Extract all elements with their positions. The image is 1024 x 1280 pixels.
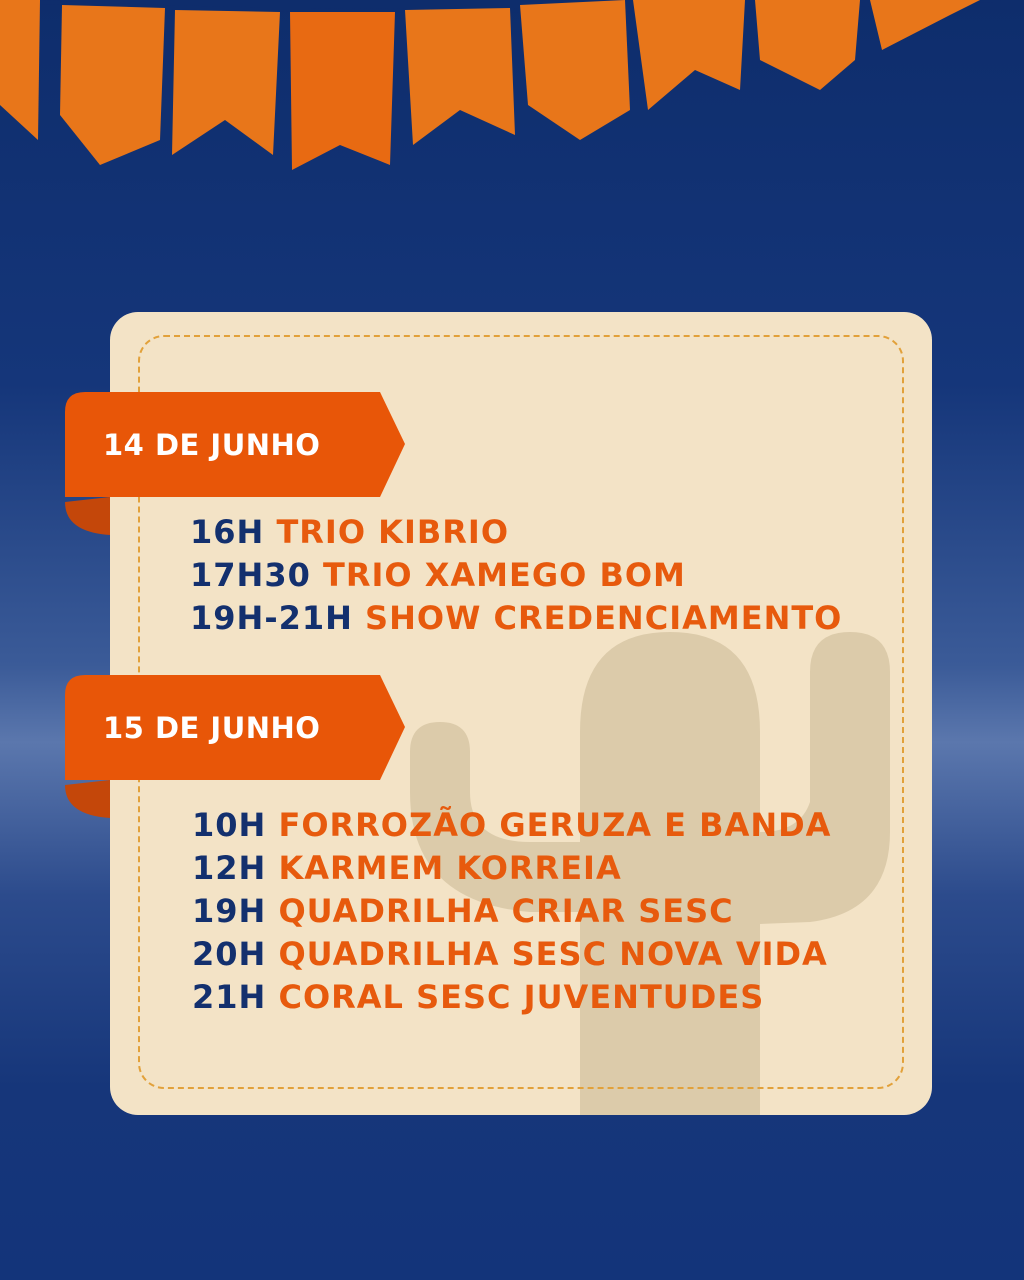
event-time: 12H bbox=[192, 849, 267, 887]
event-act: KARMEM KORREIA bbox=[278, 849, 622, 887]
bunting-flags-decoration bbox=[0, 0, 1001, 170]
schedule-row: 17H30 TRIO XAMEGO BOM bbox=[190, 554, 842, 597]
day-1-schedule: 16H TRIO KIBRIO 17H30 TRIO XAMEGO BOM 19… bbox=[190, 511, 842, 640]
day-2-schedule: 10H FORROZÃO GERUZA E BANDA 12H KARMEM K… bbox=[192, 804, 831, 1019]
event-act: QUADRILHA CRIAR SESC bbox=[278, 892, 734, 930]
schedule-row: 12H KARMEM KORREIA bbox=[192, 847, 831, 890]
day-ribbon-1: 14 DE JUNHO bbox=[65, 392, 410, 537]
day-label: 14 DE JUNHO bbox=[103, 428, 321, 462]
ribbon-shape bbox=[65, 392, 405, 535]
event-time: 20H bbox=[192, 935, 267, 973]
ribbon-shape bbox=[65, 675, 405, 818]
event-act: SHOW CREDENCIAMENTO bbox=[365, 599, 843, 637]
day-label: 15 DE JUNHO bbox=[103, 711, 321, 745]
event-act: QUADRILHA SESC NOVA VIDA bbox=[278, 935, 828, 973]
event-time: 19H bbox=[192, 892, 267, 930]
cactus-illustration bbox=[410, 632, 890, 1115]
schedule-row: 20H QUADRILHA SESC NOVA VIDA bbox=[192, 933, 831, 976]
event-act: TRIO XAMEGO BOM bbox=[322, 556, 686, 594]
event-time: 21H bbox=[192, 978, 267, 1016]
schedule-row: 19H-21H SHOW CREDENCIAMENTO bbox=[190, 597, 842, 640]
schedule-row: 19H QUADRILHA CRIAR SESC bbox=[192, 890, 831, 933]
schedule-row: 21H CORAL SESC JUVENTUDES bbox=[192, 976, 831, 1019]
schedule-row: 10H FORROZÃO GERUZA E BANDA bbox=[192, 804, 831, 847]
day-ribbon-2: 15 DE JUNHO bbox=[65, 675, 410, 820]
schedule-row: 16H TRIO KIBRIO bbox=[190, 511, 842, 554]
event-act: TRIO KIBRIO bbox=[276, 513, 510, 551]
event-time: 17H30 bbox=[190, 556, 311, 594]
event-act: FORROZÃO GERUZA E BANDA bbox=[278, 806, 832, 844]
event-time: 10H bbox=[192, 806, 267, 844]
event-time: 19H-21H bbox=[190, 599, 353, 637]
event-act: CORAL SESC JUVENTUDES bbox=[278, 978, 765, 1016]
event-time: 16H bbox=[190, 513, 265, 551]
